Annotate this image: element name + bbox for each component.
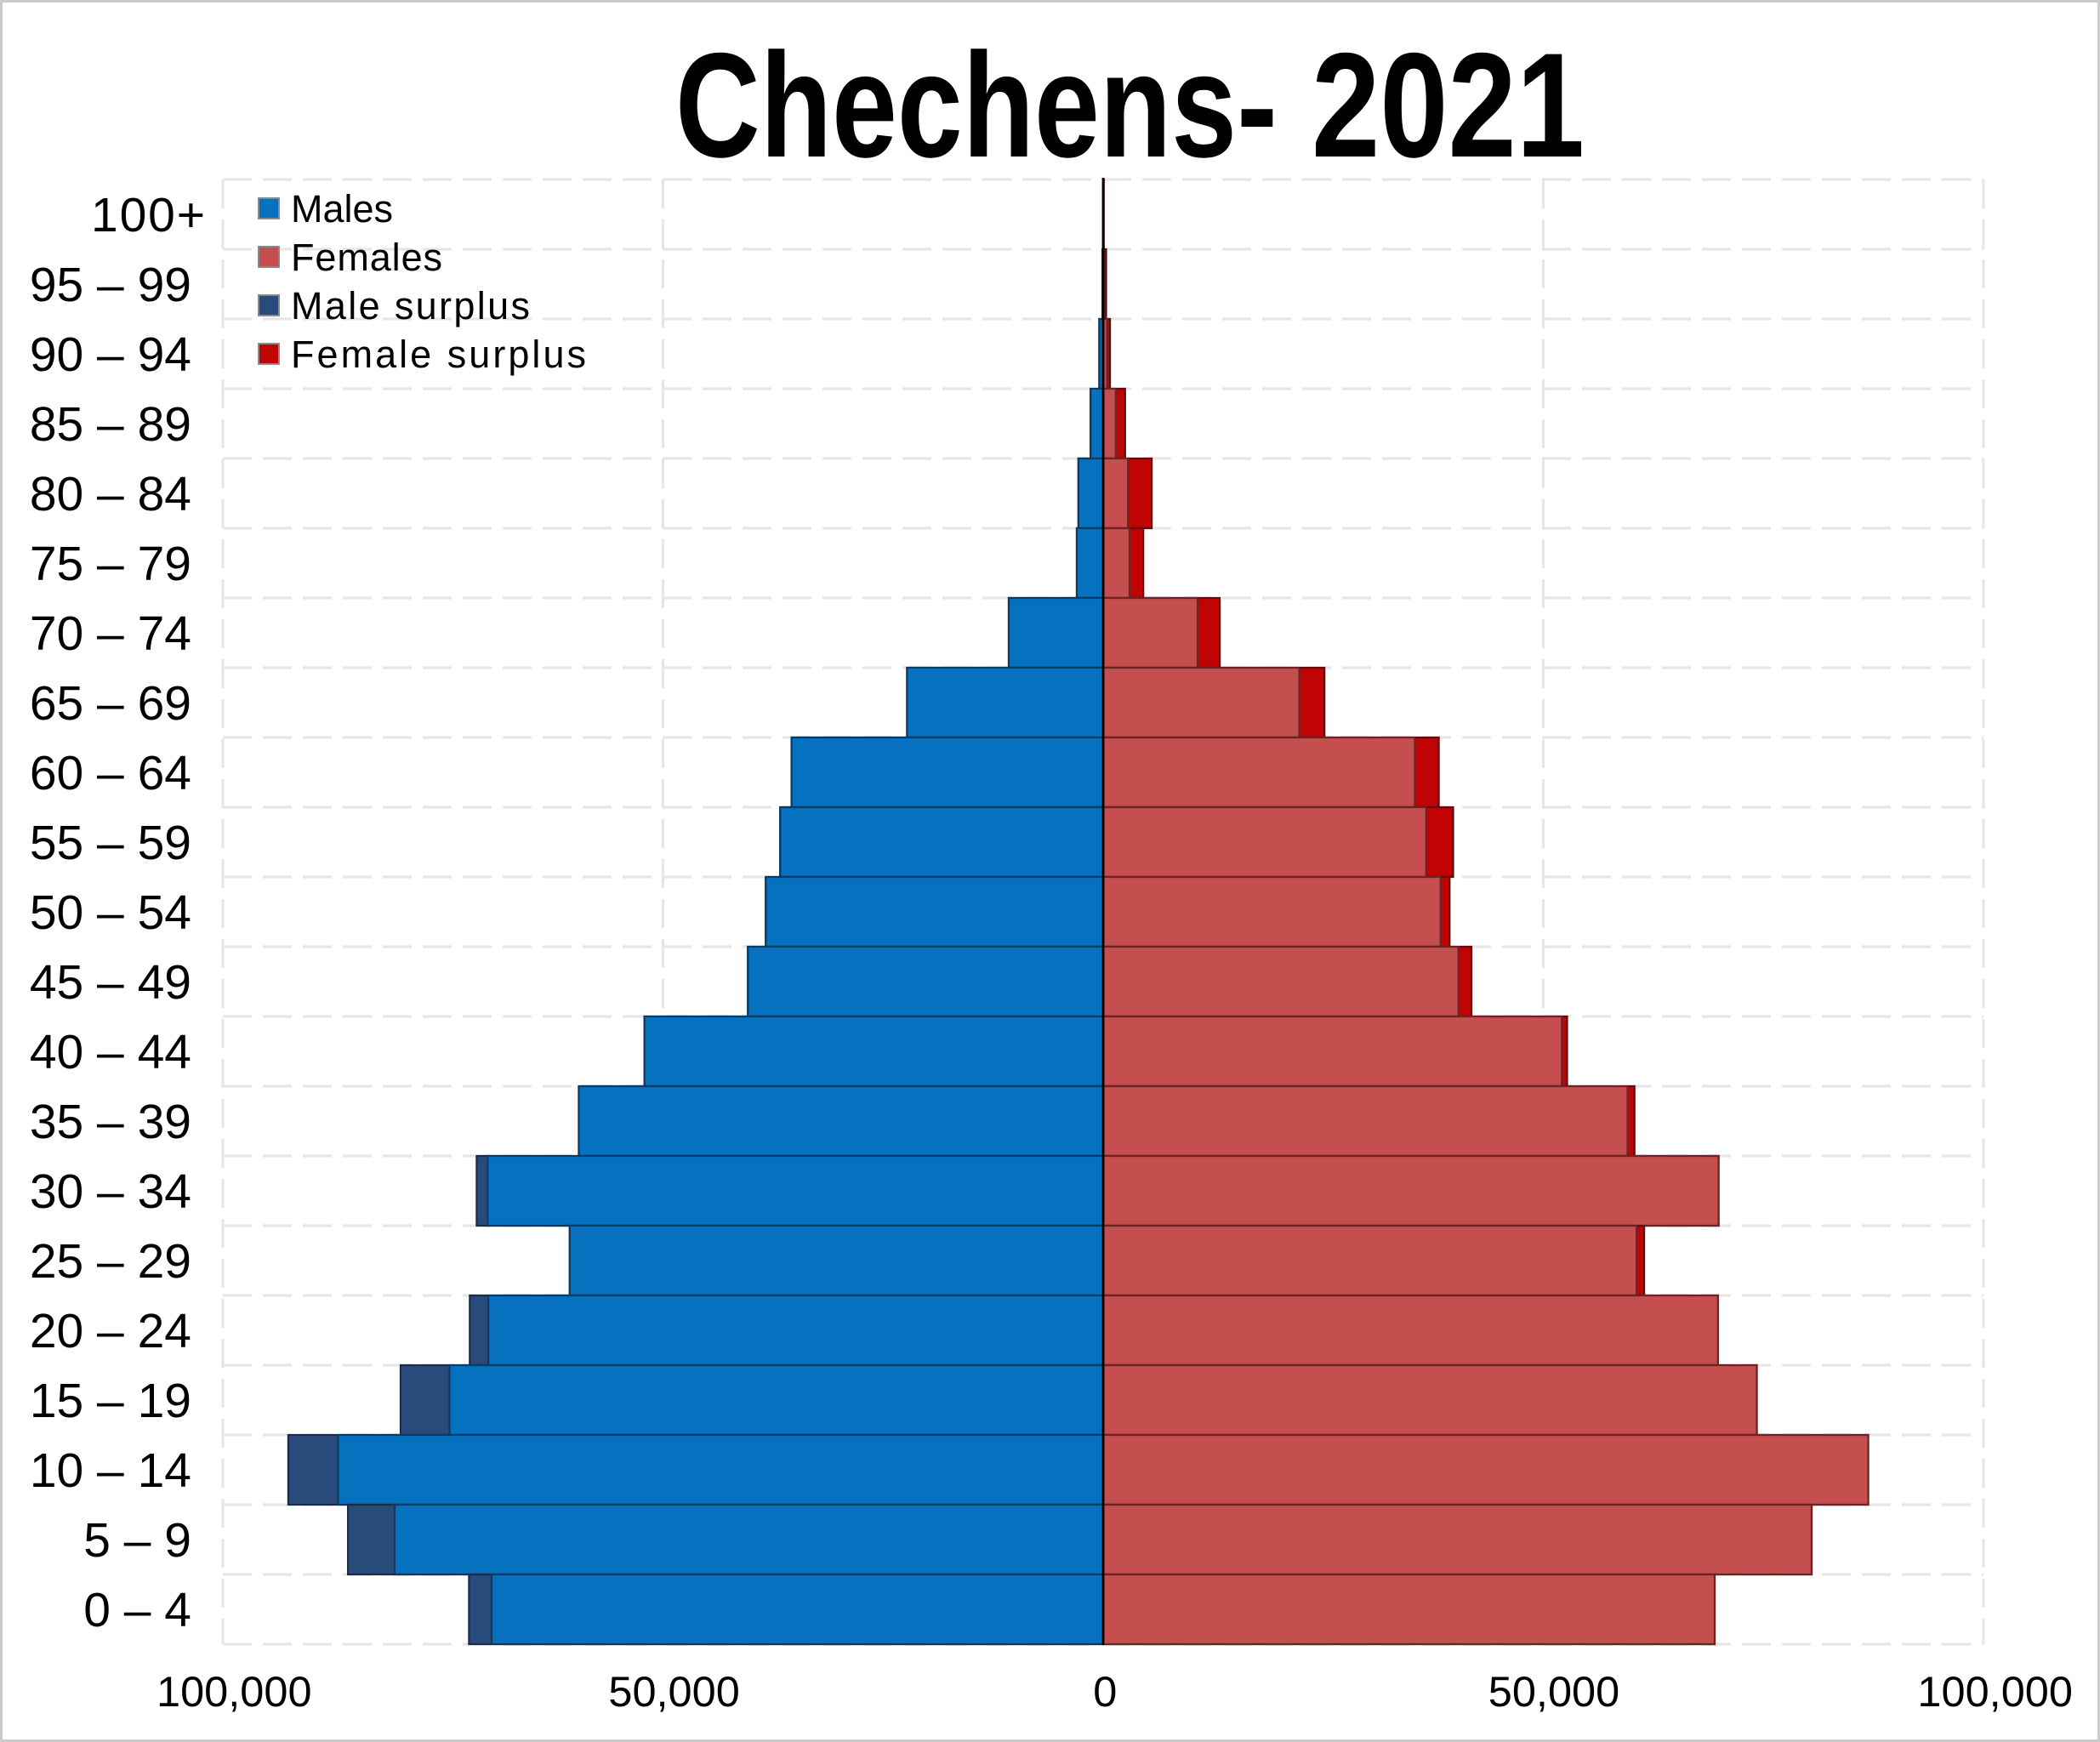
svg-text:0: 0: [1093, 1667, 1117, 1716]
svg-text:65 – 69: 65 – 69: [30, 676, 191, 731]
svg-text:85 – 89: 85 – 89: [30, 397, 191, 452]
svg-text:50,000: 50,000: [608, 1667, 739, 1716]
svg-text:20 – 24: 20 – 24: [30, 1304, 191, 1358]
svg-text:10 – 14: 10 – 14: [30, 1443, 191, 1498]
svg-text:Female surplus: Female surplus: [291, 333, 586, 376]
svg-text:15 – 19: 15 – 19: [30, 1374, 191, 1428]
svg-text:100,000: 100,000: [157, 1667, 312, 1716]
svg-text:60 – 64: 60 – 64: [30, 746, 191, 800]
svg-text:80 – 84: 80 – 84: [30, 467, 191, 521]
svg-text:5 – 9: 5 – 9: [83, 1513, 191, 1568]
svg-text:35 – 39: 35 – 39: [30, 1095, 191, 1149]
svg-text:100,000: 100,000: [1917, 1667, 2073, 1716]
svg-text:50,000: 50,000: [1488, 1667, 1619, 1716]
svg-text:70 – 74: 70 – 74: [30, 606, 191, 661]
svg-text:40 – 44: 40 – 44: [30, 1025, 191, 1079]
svg-text:90 – 94: 90 – 94: [30, 327, 191, 382]
svg-text:30 – 34: 30 – 34: [30, 1164, 191, 1219]
svg-text:Females: Females: [291, 236, 442, 279]
svg-text:75 – 79: 75 – 79: [30, 537, 191, 591]
svg-text:50 – 54: 50 – 54: [30, 885, 191, 940]
svg-text:Males: Males: [291, 187, 393, 231]
svg-text:45 – 49: 45 – 49: [30, 955, 191, 1010]
svg-text:0 – 4: 0 – 4: [83, 1583, 191, 1637]
svg-text:Chechens- 2021: Chechens- 2021: [675, 23, 1585, 189]
svg-text:95 – 99: 95 – 99: [30, 258, 191, 312]
svg-text:Male surplus: Male surplus: [291, 284, 530, 327]
svg-text:100+: 100+: [91, 188, 205, 242]
svg-text:25 – 29: 25 – 29: [30, 1234, 191, 1289]
svg-text:55 – 59: 55 – 59: [30, 816, 191, 870]
